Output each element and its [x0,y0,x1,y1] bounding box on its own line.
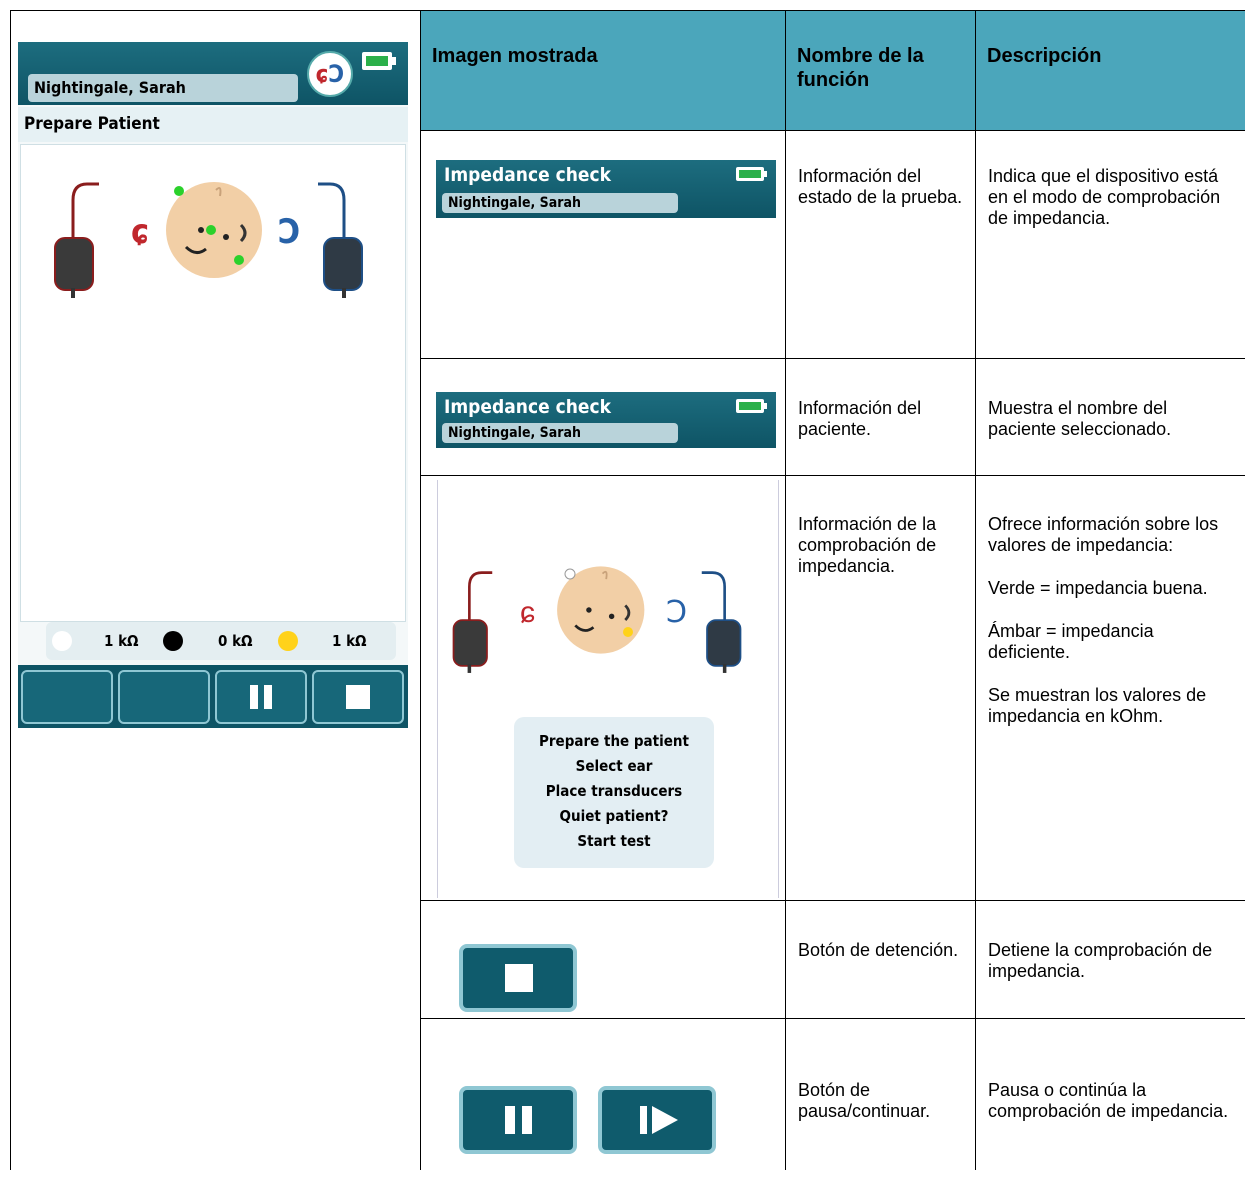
stop-button [459,944,577,1012]
screen-title: Prepare Patient [18,107,408,142]
impedance-dots [52,631,298,651]
patient-name: Nightingale, Sarah [28,74,298,102]
instruction: Start test [577,832,651,850]
description-cell: Ofrece información sobre los valores de … [976,514,1245,749]
content-area: ɕ Ↄ [20,144,406,622]
svg-text:ɕ: ɕ [131,212,149,252]
patient-name: Nightingale, Sarah [442,193,678,213]
impedance-panel: ɕ Ↄ Prepare the patient Select ear Place… [437,480,779,898]
function-text: Información de la comprobación de impeda… [798,514,937,576]
description-cell: Indica que el dispositivo está en el mod… [976,166,1245,251]
pause-button [459,1086,577,1154]
patient-illustration: ɕ Ↄ [53,180,364,300]
function-text: Botón de pausa/continuar. [798,1080,931,1121]
svg-text:ɕ: ɕ [520,596,535,629]
header-text: Descripción [987,45,1102,67]
border [420,900,1245,901]
device-icons: ɕↃ [307,51,396,97]
function-cell: Información de la comprobación de impeda… [786,514,975,599]
impedance-bar: 1 kΩ 0 kΩ 1 kΩ [46,622,396,660]
status-strip: Impedance check Nightingale, Sarah [436,160,776,218]
border [420,475,1245,476]
button-bar [18,665,408,728]
function-cell: Botón de pausa/continuar. [786,1080,975,1144]
svg-text:Ↄ: Ↄ [666,596,687,629]
border [420,358,1245,359]
header-cell: Nombre de la función [785,10,975,130]
battery [736,399,767,413]
impedance-value: 1 kΩ [104,632,139,650]
status-strip: Impedance check Nightingale, Sarah [436,392,776,448]
svg-text:Ↄ: Ↄ [278,212,300,252]
function-text: Información del estado de la prueba. [798,166,963,207]
description-text: Se muestran los valores de impedancia en… [988,685,1207,726]
header-text: Imagen mostrada [432,45,598,67]
border [420,10,421,1170]
instruction: Quiet patient? [559,807,669,825]
function-cell: Botón de detención. [786,940,975,983]
impedance-value: 0 kΩ [218,632,253,650]
border [975,10,976,1170]
function-cell: Información del paciente. [786,398,975,462]
description-cell: Pausa o continúa la comprobación de impe… [976,1080,1245,1144]
description-text: Verde = impedancia buena. [988,578,1208,598]
border [10,10,1245,11]
header-cell: Descripción [975,10,1245,130]
svg-text:ɕↃ: ɕↃ [316,60,345,88]
status-title: Impedance check [444,396,612,418]
border [420,130,1245,131]
battery [736,167,767,181]
instruction: Place transducers [545,782,683,800]
description-text: Detiene la comprobación de impedancia. [988,940,1213,981]
description-cell: Muestra el nombre del paciente seleccion… [976,398,1245,462]
status-title: Impedance check [444,164,612,186]
border [785,10,786,1170]
device-screen: Nightingale, Sarah ɕↃ Prepare Patient ɕ … [18,42,408,728]
description-text: Indica que el dispositivo está en el mod… [988,166,1221,228]
function-cell: Información del estado de la prueba. [786,166,975,230]
instruction: Prepare the patient [539,732,689,750]
patient-name: Nightingale, Sarah [442,423,678,443]
header-text: Nombre de la función [797,45,924,91]
description-text: Muestra el nombre del paciente seleccion… [988,398,1172,439]
patient-illustration: ɕ Ↄ [452,565,742,675]
instructions: Prepare the patient Select ear Place tra… [514,717,714,868]
description-text: Ámbar = impedancia deficiente. [988,621,1154,662]
description-cell: Detiene la comprobación de impedancia. [976,940,1245,1004]
impedance-value: 1 kΩ [332,632,367,650]
instruction: Select ear [575,757,653,775]
header-cell: Imagen mostrada [420,10,785,130]
description-text: Ofrece información sobre los valores de … [988,514,1219,555]
function-text: Información del paciente. [798,398,922,439]
border [420,1018,1245,1019]
border [10,10,11,1170]
play-button [598,1086,716,1154]
function-text: Botón de detención. [798,940,959,960]
description-text: Pausa o continúa la comprobación de impe… [988,1080,1229,1121]
